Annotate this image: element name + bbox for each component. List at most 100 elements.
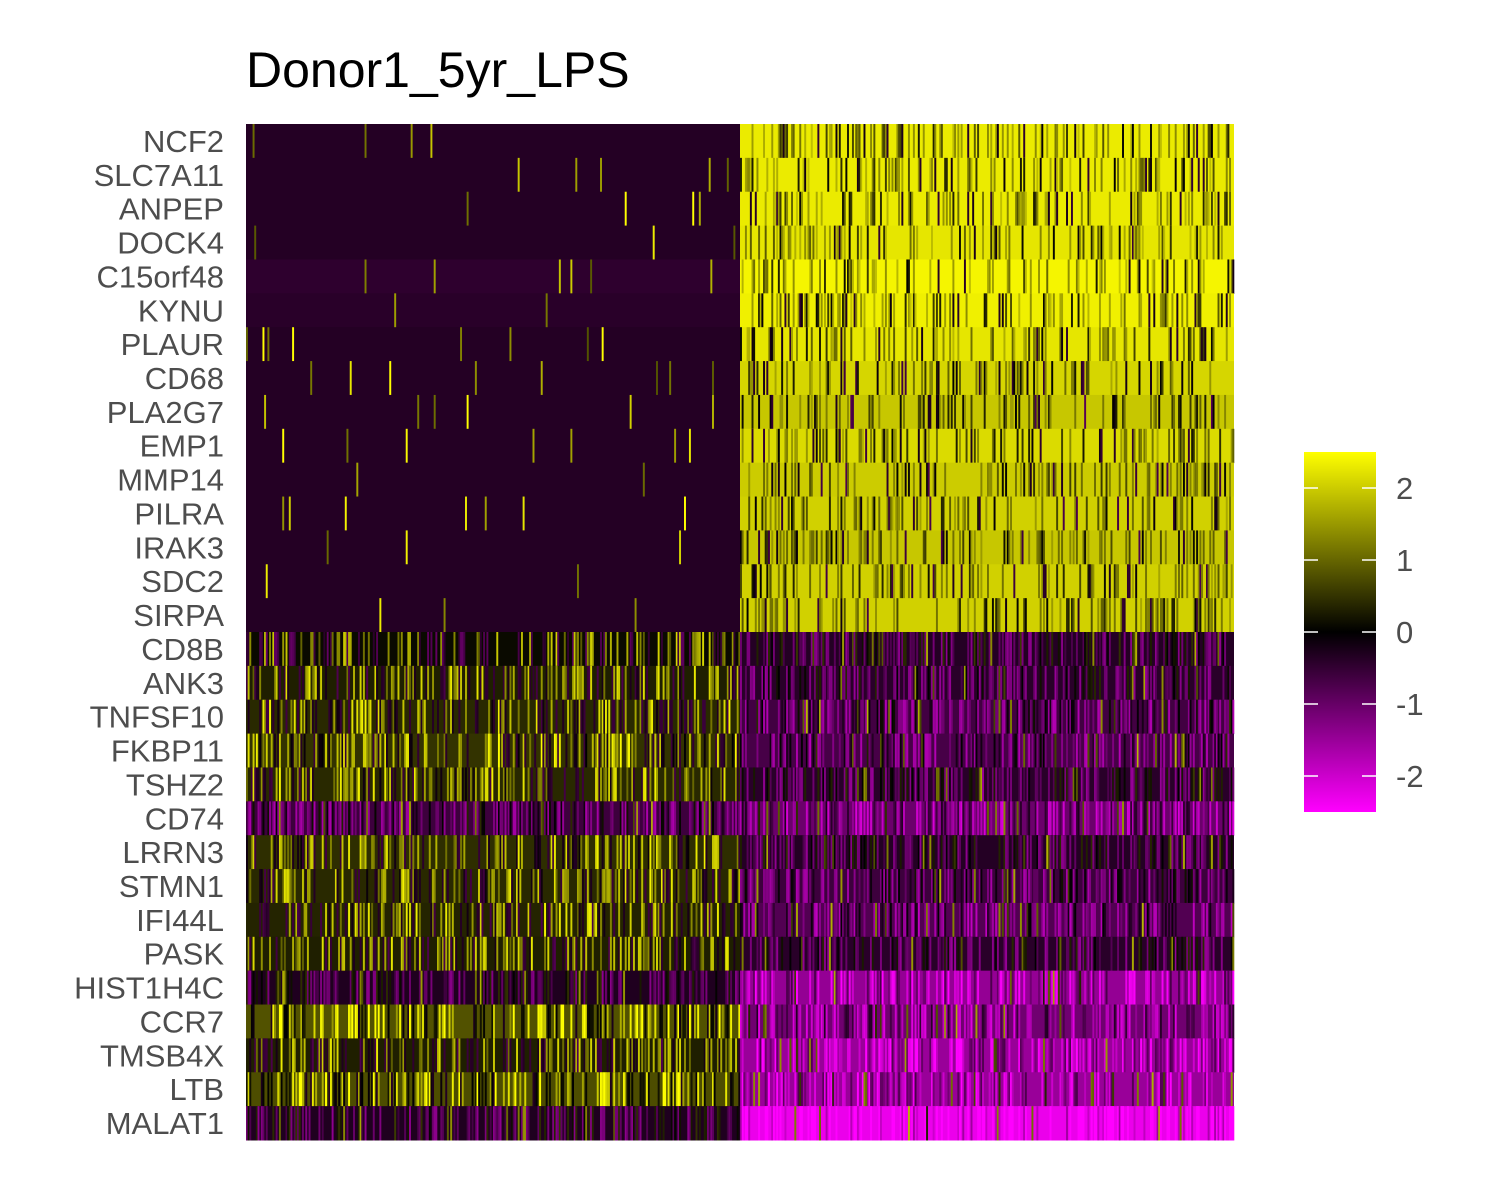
heatmap-cell (483, 632, 486, 667)
heatmap-cell (1187, 699, 1190, 735)
heatmap-cell (1102, 394, 1105, 430)
heatmap-cell (412, 801, 415, 836)
heatmap-cell (879, 869, 882, 904)
heatmap-cell (919, 767, 922, 802)
heatmap-cell (1154, 665, 1157, 701)
heatmap-cell (932, 699, 935, 735)
heatmap-cell (1229, 598, 1232, 633)
heatmap-cell (888, 327, 891, 362)
heatmap-cell (983, 801, 986, 836)
heatmap-cell (430, 124, 433, 159)
heatmap-cell (855, 361, 858, 396)
heatmap-cell (288, 869, 291, 904)
heatmap-cell (865, 767, 868, 802)
heatmap-cell (871, 936, 874, 972)
heatmap-cell (708, 157, 711, 193)
heatmap-cell (1006, 902, 1009, 938)
heatmap-cell (1168, 665, 1171, 701)
heatmap-cell (800, 293, 803, 328)
heatmap-cell (1189, 835, 1192, 870)
heatmap-cell (517, 869, 520, 904)
heatmap-cell (735, 801, 738, 836)
heatmap-cell (904, 632, 907, 667)
heatmap-cell (891, 869, 894, 904)
heatmap-cell (1070, 699, 1073, 735)
heatmap-cell (440, 632, 443, 667)
heatmap-cell (761, 665, 764, 701)
heatmap-cell (865, 191, 868, 227)
heatmap-cell (341, 835, 344, 870)
heatmap-cell (792, 970, 795, 1006)
heatmap-cell (828, 767, 831, 802)
heatmap-cell (725, 936, 728, 972)
heatmap-cell (1169, 327, 1172, 362)
heatmap-cell (1034, 902, 1037, 938)
heatmap-cell (1089, 869, 1092, 904)
heatmap-cell (758, 699, 761, 735)
heatmap-cell (509, 1004, 512, 1039)
heatmap-cell (369, 936, 372, 972)
heatmap-cell (1204, 428, 1207, 464)
heatmap-cell (1044, 327, 1047, 362)
heatmap-cell (749, 869, 752, 904)
heatmap-cell (660, 733, 663, 768)
heatmap-cell (483, 936, 486, 972)
heatmap-cell (290, 733, 293, 768)
heatmap-cell (748, 327, 751, 362)
heatmap-cell (428, 869, 431, 904)
heatmap-cell (298, 733, 301, 768)
heatmap-cell (264, 394, 267, 430)
heatmap-cell (647, 1004, 650, 1039)
heatmap-cell (771, 259, 774, 294)
heatmap-cell (804, 699, 807, 735)
heatmap-cell (693, 1004, 696, 1039)
heatmap-cell (805, 1004, 808, 1039)
heatmap-cell (990, 327, 993, 362)
heatmap-row-emp1 (246, 428, 1235, 464)
heatmap-cell (800, 496, 803, 531)
heatmap-cell (1005, 970, 1008, 1006)
heatmap-cell (609, 801, 612, 836)
heatmap-cell (688, 801, 691, 836)
heatmap-cell (534, 835, 537, 870)
heatmap-cell (659, 733, 662, 768)
heatmap-cell (494, 936, 497, 972)
heatmap-cell (412, 1004, 415, 1039)
heatmap-row-pla2g7 (246, 394, 1234, 430)
heatmap-cell (1098, 530, 1101, 565)
heatmap-cell (344, 632, 347, 667)
heatmap-cell (346, 733, 349, 768)
heatmap-cell (517, 970, 520, 1006)
heatmap-cell (776, 665, 779, 701)
heatmap-cell (1080, 191, 1083, 227)
heatmap-cell (687, 902, 690, 938)
heatmap-cell (249, 801, 252, 836)
heatmap-cell (967, 632, 970, 667)
heatmap-cell (341, 801, 344, 836)
heatmap-cell (1141, 902, 1144, 938)
heatmap-cell (893, 598, 896, 633)
heatmap-cell (1148, 327, 1151, 362)
heatmap-cell (567, 699, 570, 735)
heatmap-cell (820, 293, 823, 328)
heatmap-cell (443, 598, 446, 633)
heatmap-cell (1082, 293, 1085, 328)
heatmap-cell (970, 902, 973, 938)
heatmap-cell (886, 191, 889, 227)
heatmap-cell (474, 767, 477, 802)
heatmap-cell (366, 970, 369, 1006)
heatmap-cell (955, 733, 958, 768)
heatmap-cell (1126, 665, 1129, 701)
heatmap-cell (405, 936, 408, 972)
heatmap-cell (779, 191, 782, 227)
heatmap-cell (1204, 835, 1207, 870)
heatmap-cell (792, 496, 795, 531)
heatmap-cell (545, 733, 548, 768)
heatmap-cell (1003, 936, 1006, 972)
heatmap-cell (402, 835, 405, 870)
heatmap-cell (1034, 191, 1037, 227)
heatmap-cell (1179, 801, 1182, 836)
heatmap-cell (972, 564, 975, 599)
heatmap-cell (642, 632, 645, 667)
heatmap-cell (772, 191, 775, 227)
